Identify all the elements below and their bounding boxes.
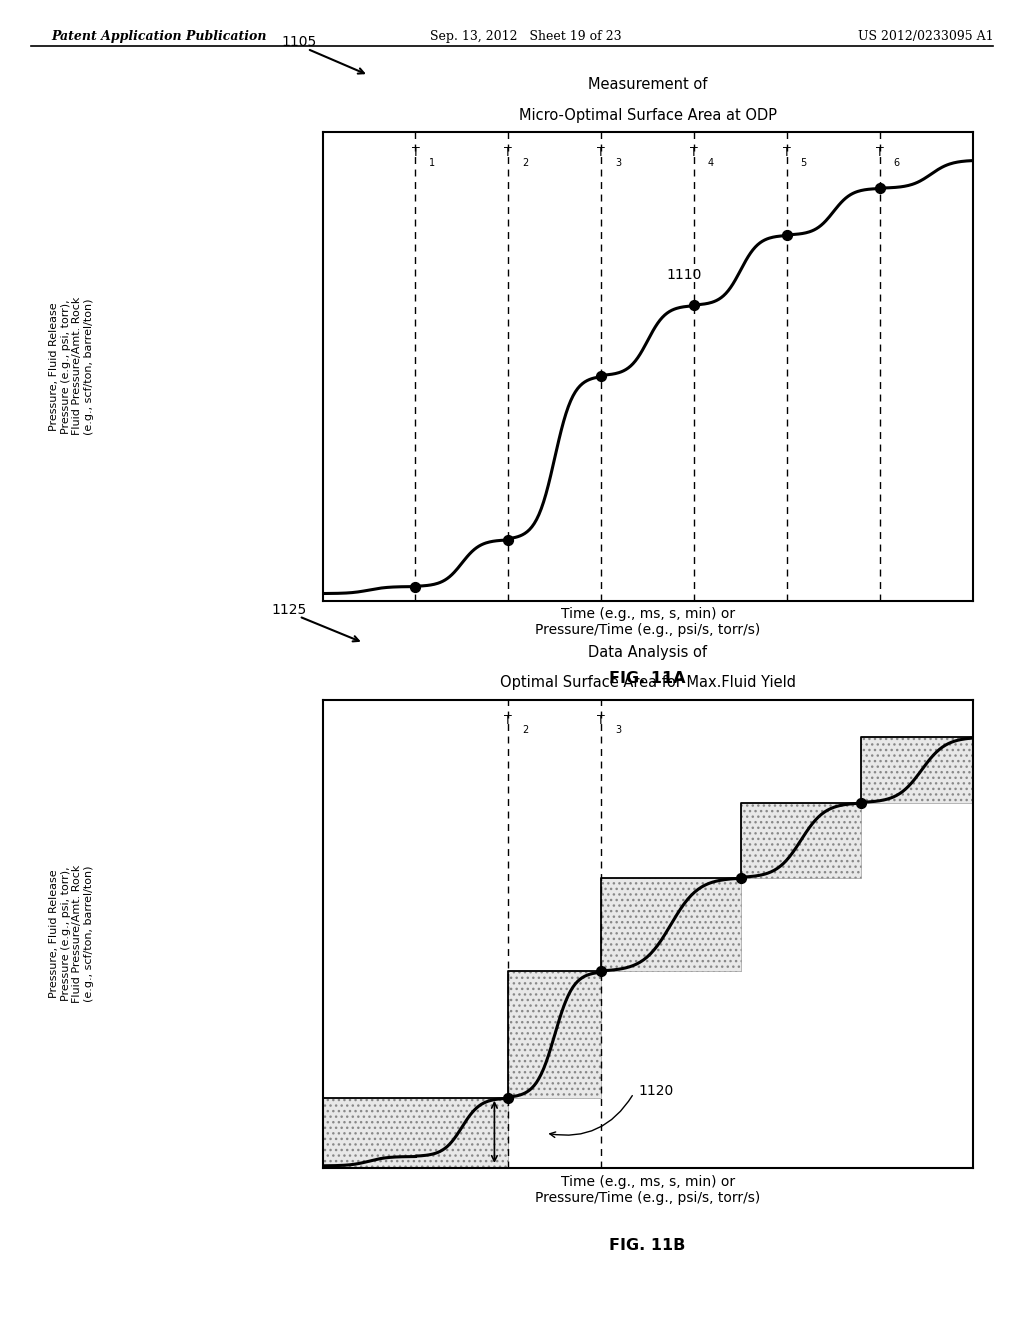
Text: Pressure, Fluid Release
Pressure (e.g., psi, torr),
Fluid Pressure/Amt. Rock
(e.: Pressure, Fluid Release Pressure (e.g., … (49, 865, 94, 1003)
Text: Measurement of: Measurement of (588, 78, 708, 92)
Bar (861, 737, 973, 803)
Text: Optimal Surface Area for Max.Fluid Yield: Optimal Surface Area for Max.Fluid Yield (500, 676, 796, 690)
Point (408, 576, 424, 597)
Text: FIG. 11B: FIG. 11B (609, 1238, 686, 1253)
Text: FIG. 11A: FIG. 11A (609, 671, 686, 685)
Point (779, 224, 796, 246)
Text: 1105: 1105 (282, 36, 316, 49)
Text: Pressure, Fluid Release
Pressure (e.g., psi, torr),
Fluid Pressure/Amt. Rock
(e.: Pressure, Fluid Release Pressure (e.g., … (49, 297, 94, 436)
Point (853, 792, 869, 813)
Text: 1110: 1110 (667, 268, 701, 282)
Text: T: T (412, 147, 419, 158)
Point (732, 867, 749, 888)
Text: 2: 2 (522, 726, 528, 735)
Text: 3: 3 (614, 726, 621, 735)
Text: Micro-Optimal Surface Area at ODP: Micro-Optimal Surface Area at ODP (519, 108, 776, 123)
Text: T: T (597, 147, 605, 158)
Point (500, 1088, 516, 1109)
Text: T: T (877, 147, 884, 158)
Text: 2: 2 (522, 158, 528, 168)
Text: 3: 3 (614, 158, 621, 168)
Text: 4: 4 (708, 158, 714, 168)
Point (500, 529, 516, 550)
Text: 5: 5 (801, 158, 807, 168)
Text: Data Analysis of: Data Analysis of (588, 645, 708, 660)
Text: Time (e.g., ms, s, min) or
Pressure/Time (e.g., psi/s, torr/s): Time (e.g., ms, s, min) or Pressure/Time… (536, 607, 760, 638)
Text: T: T (505, 714, 512, 726)
Text: Patent Application Publication: Patent Application Publication (51, 30, 266, 44)
Text: Time (e.g., ms, s, min) or
Pressure/Time (e.g., psi/s, torr/s): Time (e.g., ms, s, min) or Pressure/Time… (536, 1175, 760, 1205)
Text: 1120: 1120 (638, 1084, 674, 1098)
Text: T: T (505, 147, 512, 158)
Bar (740, 803, 861, 878)
Point (593, 366, 609, 387)
Point (871, 178, 888, 199)
Text: US 2012/0233095 A1: US 2012/0233095 A1 (858, 30, 993, 44)
Text: Sep. 13, 2012   Sheet 19 of 23: Sep. 13, 2012 Sheet 19 of 23 (430, 30, 622, 44)
Text: T: T (597, 714, 605, 726)
Text: T: T (783, 147, 791, 158)
Point (593, 961, 609, 982)
Bar (508, 972, 601, 1098)
Text: 6: 6 (894, 158, 900, 168)
Point (686, 294, 702, 315)
Text: T: T (690, 147, 698, 158)
Text: 1125: 1125 (271, 603, 306, 616)
Text: 1: 1 (429, 158, 435, 168)
Bar (601, 878, 740, 972)
Bar (323, 1098, 508, 1168)
